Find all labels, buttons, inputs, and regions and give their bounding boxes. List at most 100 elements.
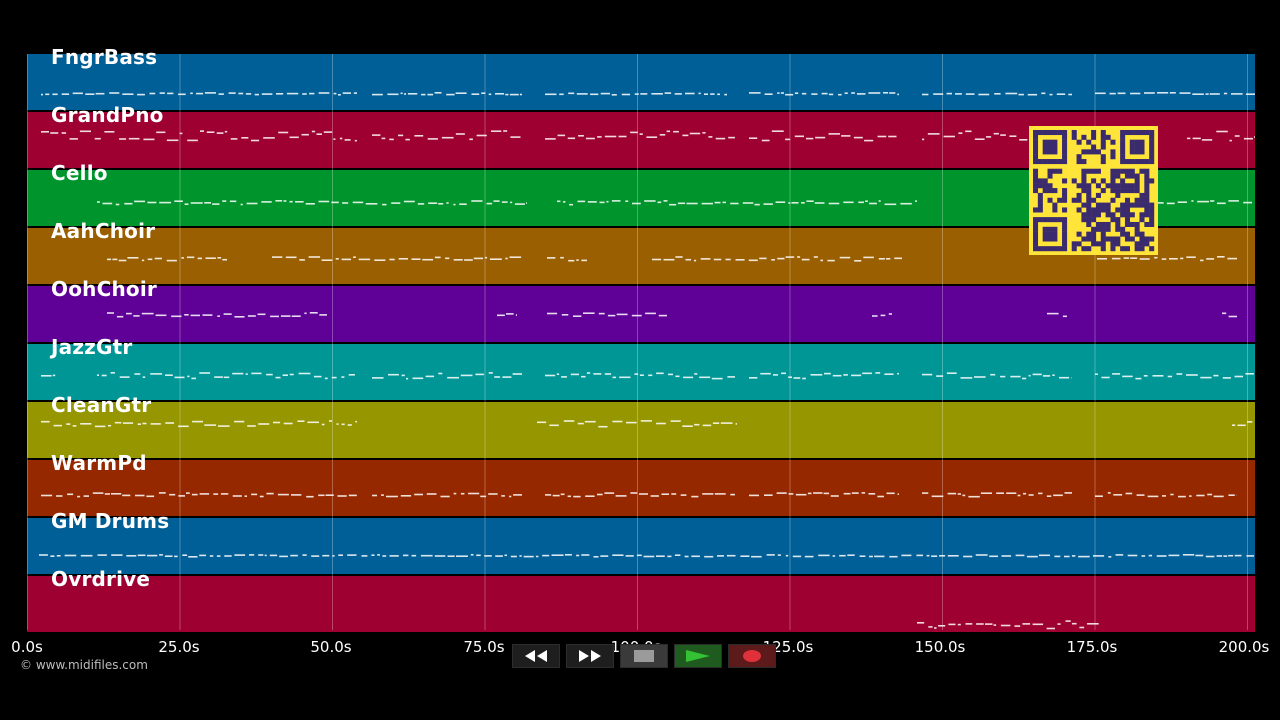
fast-forward-button[interactable] (566, 643, 614, 668)
qr-module (1115, 236, 1121, 242)
stop-button[interactable] (620, 643, 668, 668)
midi-note (630, 492, 638, 494)
qr-module (1062, 221, 1068, 227)
midi-note (333, 92, 337, 95)
midi-note (56, 495, 63, 497)
qr-module (1033, 144, 1039, 150)
midi-note (506, 313, 514, 315)
play-button[interactable] (674, 643, 722, 668)
midi-note (811, 93, 818, 95)
rewind-button[interactable] (512, 643, 560, 668)
midi-note (843, 374, 848, 376)
qr-module (1120, 149, 1126, 155)
qr-module (1037, 192, 1043, 198)
midi-note (724, 93, 727, 96)
midi-note (725, 258, 731, 261)
midi-note (802, 377, 806, 380)
midi-note (813, 256, 818, 258)
note-strip (41, 372, 1254, 380)
midi-note (888, 135, 897, 138)
midi-note (1095, 495, 1103, 497)
midi-note (715, 137, 726, 140)
midi-note (1071, 622, 1077, 625)
midi-note (704, 93, 708, 95)
record-button[interactable] (728, 643, 776, 668)
midi-note (722, 201, 726, 204)
midi-note (593, 373, 602, 375)
midi-note (537, 421, 547, 424)
midi-note (158, 492, 166, 494)
midi-note (382, 555, 387, 557)
midi-note (993, 624, 997, 626)
midi-note (398, 258, 408, 260)
midi-note (806, 200, 814, 202)
qr-module (1129, 221, 1135, 227)
midi-note (561, 314, 569, 316)
midi-note (794, 135, 804, 138)
qr-module (1042, 236, 1048, 242)
midi-note (828, 202, 840, 205)
qr-module (1052, 207, 1058, 213)
qr-module (1149, 139, 1155, 145)
midi-note (832, 374, 842, 377)
midi-note (1046, 495, 1052, 497)
midi-note (814, 202, 825, 204)
midi-note (493, 200, 500, 202)
midi-note (674, 93, 682, 95)
midi-note (347, 554, 357, 556)
qr-module (1033, 221, 1039, 227)
qr-module (1033, 130, 1039, 136)
qr-module (1086, 168, 1092, 174)
midi-note (389, 555, 399, 557)
midi-note (1168, 554, 1180, 557)
midi-note (986, 136, 992, 138)
qr-module (1071, 246, 1077, 252)
qr-module (1129, 188, 1135, 194)
midi-note (446, 93, 455, 96)
qr-module (1124, 221, 1130, 227)
midi-note (187, 375, 190, 378)
midi-note (689, 132, 701, 135)
qr-module (1149, 130, 1155, 136)
midi-note (66, 423, 71, 425)
midi-note (355, 420, 357, 423)
qr-module (1042, 130, 1048, 136)
midi-note (864, 139, 874, 142)
qr-module (1124, 173, 1130, 179)
midi-note (213, 493, 219, 495)
midi-note (1136, 494, 1145, 496)
track-lane-ovrdrive: Ovrdrive (27, 567, 1255, 632)
midi-note (438, 372, 443, 375)
midi-note (358, 258, 371, 261)
qr-module (1129, 168, 1135, 174)
midi-note (133, 315, 140, 317)
midi-note (590, 93, 599, 96)
qr-module (1139, 159, 1145, 165)
qr-code[interactable] (1029, 126, 1158, 255)
midi-note (1234, 135, 1240, 137)
qr-module (1057, 246, 1063, 252)
midi-note (549, 424, 559, 427)
midi-note (560, 493, 565, 496)
midi-note (985, 623, 993, 625)
midi-note (634, 373, 639, 375)
midi-note (143, 138, 155, 141)
midi-note (1243, 137, 1253, 140)
qr-module (1047, 183, 1053, 189)
midi-note (286, 92, 299, 95)
midi-note (102, 202, 113, 205)
midi-note (245, 93, 252, 95)
transport-controls (512, 643, 776, 668)
midi-note (797, 256, 801, 258)
midi-note (1135, 377, 1142, 380)
midi-note (52, 374, 56, 377)
qr-module (1086, 192, 1092, 198)
qr-module (1110, 168, 1116, 174)
midi-note (843, 492, 851, 495)
qr-module (1100, 139, 1106, 145)
midi-note (726, 554, 736, 557)
midi-note (342, 202, 349, 204)
track-label: GrandPno (51, 103, 164, 127)
midi-note (1130, 257, 1138, 259)
midi-note (974, 138, 985, 140)
